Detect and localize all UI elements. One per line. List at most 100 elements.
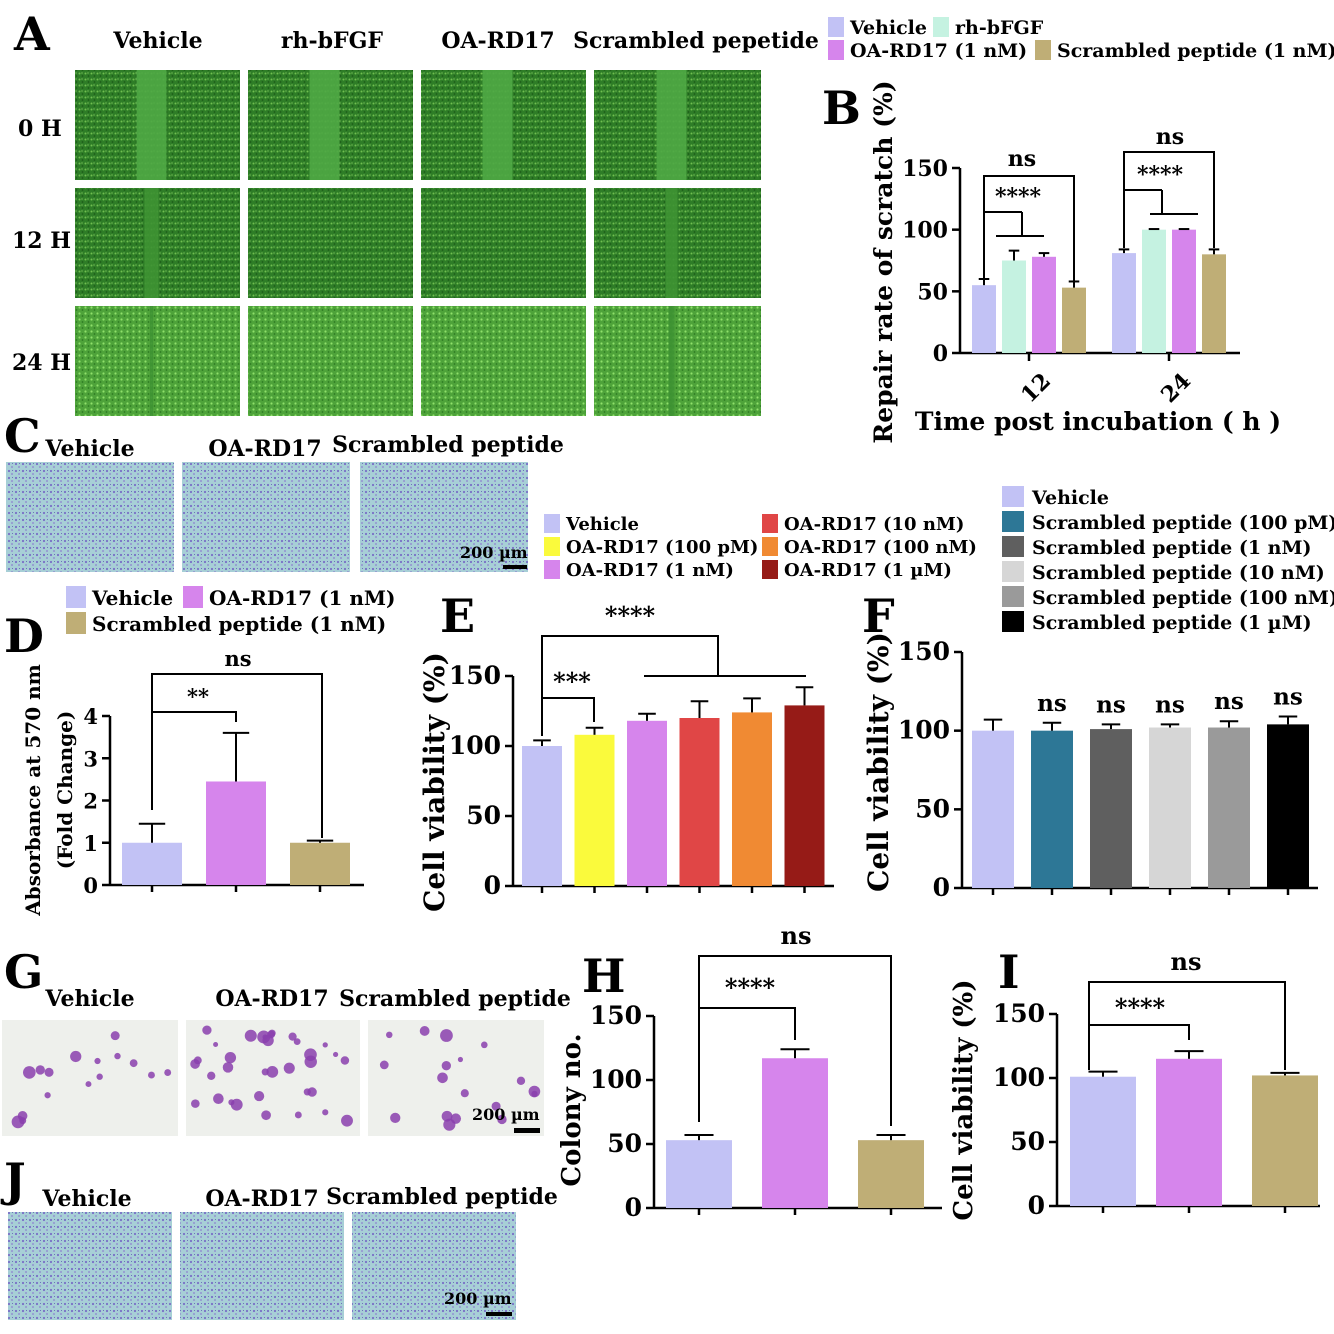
panel-e-y-tick-label: 0	[484, 871, 501, 900]
colony-dot	[293, 1038, 301, 1045]
panel-d-letter: D	[4, 609, 44, 663]
panel-b-bar	[1032, 256, 1056, 353]
panel-c-scale-label: 200 µm	[460, 543, 528, 562]
panel-i-sig-ns: ns	[1171, 947, 1202, 976]
panel-h-y-tick-label: 100	[590, 1065, 642, 1094]
panel-a-scratch-gap	[482, 70, 513, 180]
panel-a-row-0h: 0 H	[18, 116, 62, 142]
legend-b-label: Vehicle	[849, 17, 927, 39]
panel-f-bar	[1208, 727, 1250, 888]
panel-e-bracket-all	[541, 635, 719, 736]
panel-f-sig-ns: ns	[1214, 688, 1244, 715]
colony-dot	[266, 1066, 279, 1078]
colony-dot	[322, 1042, 328, 1048]
panel-f-y-tick-label: 100	[898, 716, 950, 745]
panel-b-sig-star-24: ****	[1137, 162, 1184, 188]
colony-dot	[261, 1110, 271, 1121]
panel-d-y-label-line1: Absorbance at 570 nm	[21, 664, 45, 917]
colony-dot	[19, 1117, 27, 1125]
panel-e-bar	[574, 734, 615, 886]
colony-dot	[267, 1030, 276, 1039]
panel-e-bracket-100p	[541, 697, 595, 736]
panel-j-image-vehicle	[8, 1212, 172, 1320]
panel-j-col-scrambled: Scrambled peptide	[326, 1184, 558, 1210]
panel-b-y-label: Repair rate of scratch (%)	[869, 80, 898, 443]
panel-g-scale-bar	[514, 1128, 540, 1133]
panel-a-scratch-gap	[150, 306, 153, 416]
panel-i-bar	[1070, 1076, 1136, 1206]
panel-j-scale-bar	[486, 1312, 512, 1316]
legend-e-swatch	[762, 560, 778, 579]
panel-f-bar	[1090, 729, 1132, 888]
panel-c-image-vehicle	[6, 462, 174, 572]
panel-c-col-oa: OA-RD17	[208, 436, 321, 462]
colony-dot	[283, 1062, 295, 1074]
legend-e-label: OA-RD17 (1 µM)	[784, 560, 952, 581]
panel-e-letter: E	[440, 589, 475, 643]
panel-f-y-tick-label: 50	[915, 794, 950, 823]
panel-b-sig-ns-24: ns	[1156, 124, 1184, 150]
panel-d-bar	[206, 781, 266, 885]
panel-a-scratch-gap	[144, 188, 159, 298]
legend-e-swatch	[544, 514, 560, 533]
colony-dot	[35, 1065, 45, 1075]
panel-d-y-label-line2: (Fold Change)	[53, 711, 77, 870]
panel-i-y-label: Cell viability (%)	[949, 979, 979, 1220]
panel-j-image-oa	[180, 1212, 344, 1320]
panel-g-col-vehicle: Vehicle	[44, 986, 134, 1012]
panel-j-col-vehicle: Vehicle	[41, 1186, 131, 1212]
panel-a-letter: A	[13, 7, 51, 61]
panel-j-letter: J	[0, 1153, 26, 1207]
panel-f-bar	[1149, 727, 1191, 888]
colony-dot	[443, 1118, 456, 1131]
panel-g-col-scrambled: Scrambled peptide	[339, 986, 571, 1012]
panel-e-bar	[627, 720, 667, 886]
colony-dot	[379, 1060, 389, 1070]
legend-e-label: OA-RD17 (100 pM)	[566, 537, 758, 558]
colony-dot	[164, 1069, 172, 1076]
panel-i-y-tick-label: 50	[1010, 1127, 1045, 1156]
legend-b-swatch	[828, 17, 844, 37]
colony-dot	[341, 1114, 353, 1127]
colony-dot	[531, 1090, 538, 1098]
panel-b-sig-star-12: ****	[995, 184, 1042, 210]
panel-g-letter: G	[4, 945, 43, 999]
legend-d-swatch	[66, 586, 86, 608]
legend-e-label: Vehicle	[565, 514, 639, 535]
colony-dot	[191, 1099, 200, 1108]
panel-b-y-tick-label: 0	[933, 341, 948, 367]
panel-b-bar	[1062, 287, 1086, 353]
legend-f-swatch	[1002, 611, 1024, 632]
legend-f-label: Scrambled peptide (10 nM)	[1032, 562, 1325, 584]
legend-d-label: Scrambled peptide (1 nM)	[92, 612, 386, 636]
panel-a-image-24h-bfgf	[248, 306, 413, 416]
panel-d-y-tick-label: 0	[83, 873, 98, 898]
colony-dot	[333, 1051, 339, 1058]
panel-h-bracket-star	[698, 1007, 796, 1122]
panel-b-bar	[1002, 260, 1026, 353]
panel-i: I 0 50 100 150 ns**** Cell viability (%)	[949, 945, 1320, 1221]
panel-c-col-scrambled: Scrambled peptide	[332, 432, 564, 458]
colony-dot	[491, 1101, 501, 1111]
legend-e-swatch	[544, 537, 560, 556]
colony-dot	[516, 1076, 526, 1085]
colony-dot	[222, 1062, 234, 1073]
panel-b-y-tick-label: 100	[902, 218, 948, 244]
panel-b-y-tick-label: 150	[902, 156, 948, 182]
legend-f-swatch	[1002, 511, 1024, 532]
panel-b-y-tick-label: 50	[917, 279, 948, 305]
panel-e-sig-100p: ***	[553, 667, 591, 696]
panel-i-sig-star: ****	[1115, 993, 1166, 1022]
legend-f-swatch	[1002, 586, 1024, 607]
panel-c: C Vehicle OA-RD17 Scrambled peptide 200 …	[4, 409, 564, 572]
legend-b-label: Scrambled peptide (1 nM)	[1057, 40, 1334, 62]
panel-b-bracket-ns-12	[983, 175, 1075, 285]
colony-dot	[304, 1055, 317, 1068]
colony-dot	[129, 1059, 138, 1068]
panel-b-bar	[972, 285, 996, 353]
panel-a-scratch-gap	[136, 70, 167, 180]
panel-e-bar	[784, 705, 825, 886]
panel-b-x-tick-label: 24	[1156, 368, 1196, 408]
